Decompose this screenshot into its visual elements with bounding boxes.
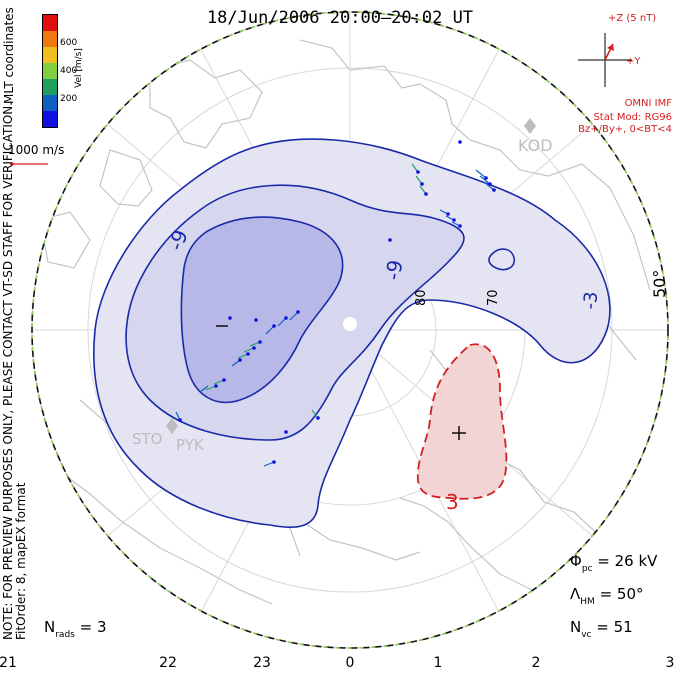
velocity-vectors xyxy=(175,140,496,467)
velocity-colorbar xyxy=(42,14,58,128)
nvc-subscript: vc xyxy=(581,630,592,640)
colorbar-segment xyxy=(43,95,57,111)
mlt-tick-label: 21 xyxy=(0,655,17,671)
pole-marker xyxy=(343,317,357,331)
station-markers xyxy=(166,118,536,434)
station-label-pyk: PYK xyxy=(176,436,204,454)
fit-order-line: FitOrder: 8, mapEX format xyxy=(14,482,28,640)
lambda-subscript: HM xyxy=(580,597,595,607)
mlt-tick-label: 0 xyxy=(345,655,355,671)
phi-subscript: pc xyxy=(581,564,593,574)
colorbar-segment xyxy=(43,31,57,47)
colorbar-tick: 400 xyxy=(60,66,78,76)
grid-label: 70 xyxy=(486,289,501,306)
mlt-tick-label: 22 xyxy=(159,655,177,671)
colorbar-label: Vel [m/s] xyxy=(74,48,84,88)
mlt-tick-label: 23 xyxy=(253,655,271,671)
colorbar-segment xyxy=(43,15,57,31)
imf-y-label: +Y xyxy=(626,56,641,67)
preview-note: NOTE: FOR PREVIEW PURPOSES ONLY, PLEASE … xyxy=(1,102,28,640)
colorbar-tick: 600 xyxy=(60,38,78,48)
n-vectors-readout: Nvc = 51 xyxy=(570,618,633,640)
imf-z-label: +Z (5 nT) xyxy=(608,13,657,24)
n-rads-value: = 3 xyxy=(79,618,107,636)
colorbar-segment xyxy=(43,79,57,95)
grid-label: 80 xyxy=(414,289,429,306)
imf-condition: Bz+/By+, 0<BT<4 xyxy=(578,124,672,135)
mlt-tick-label: 1 xyxy=(433,655,443,671)
colorbar-segment xyxy=(43,63,57,79)
cross-polar-potential-readout: Φpc = 26 kV xyxy=(570,552,658,574)
contour-label: 3 xyxy=(446,490,459,514)
nvc-symbol: N xyxy=(570,618,582,636)
n-rads-readout: Nrads = 3 xyxy=(44,618,107,640)
scale-vector-label: 1000 m/s xyxy=(8,143,65,157)
phi-symbol: Φ xyxy=(570,552,582,570)
coordinate-system-label: MLT coordinates xyxy=(2,7,16,104)
imf-source: OMNI IMF xyxy=(624,98,672,109)
contour-label: -9 xyxy=(380,258,408,282)
station-label-sto: STO xyxy=(132,430,163,448)
lambda-value: = 50° xyxy=(599,585,644,603)
mlt-tick-label: 2 xyxy=(531,655,541,671)
latitude-label: 50° xyxy=(650,269,669,298)
lambda-symbol: Λ xyxy=(570,585,581,603)
nvc-value: = 51 xyxy=(596,618,633,636)
colorbar-segment xyxy=(43,47,57,63)
hm-boundary-readout: ΛHM = 50° xyxy=(570,585,644,607)
colorbar-segment xyxy=(43,111,57,127)
station-label-kod: KOD xyxy=(518,136,553,155)
negative-potential-cell xyxy=(93,138,611,528)
colorbar-tick: 200 xyxy=(60,94,78,104)
n-rads-subscript: rads xyxy=(55,630,75,640)
mlt-tick-label: 3 xyxy=(665,655,675,671)
hm-boundary-green xyxy=(31,11,669,649)
positive-potential-cell xyxy=(416,343,508,500)
scale-vector xyxy=(10,162,48,166)
phi-value: = 26 kV xyxy=(597,552,658,570)
page-title: 18/Jun/2006 20:00–20:02 UT xyxy=(206,8,474,28)
stat-model: Stat Mod: RG96 xyxy=(593,112,672,123)
contour-label: -3 xyxy=(579,290,603,311)
n-rads-symbol: N xyxy=(44,618,56,636)
imf-clock-dial xyxy=(578,33,632,87)
